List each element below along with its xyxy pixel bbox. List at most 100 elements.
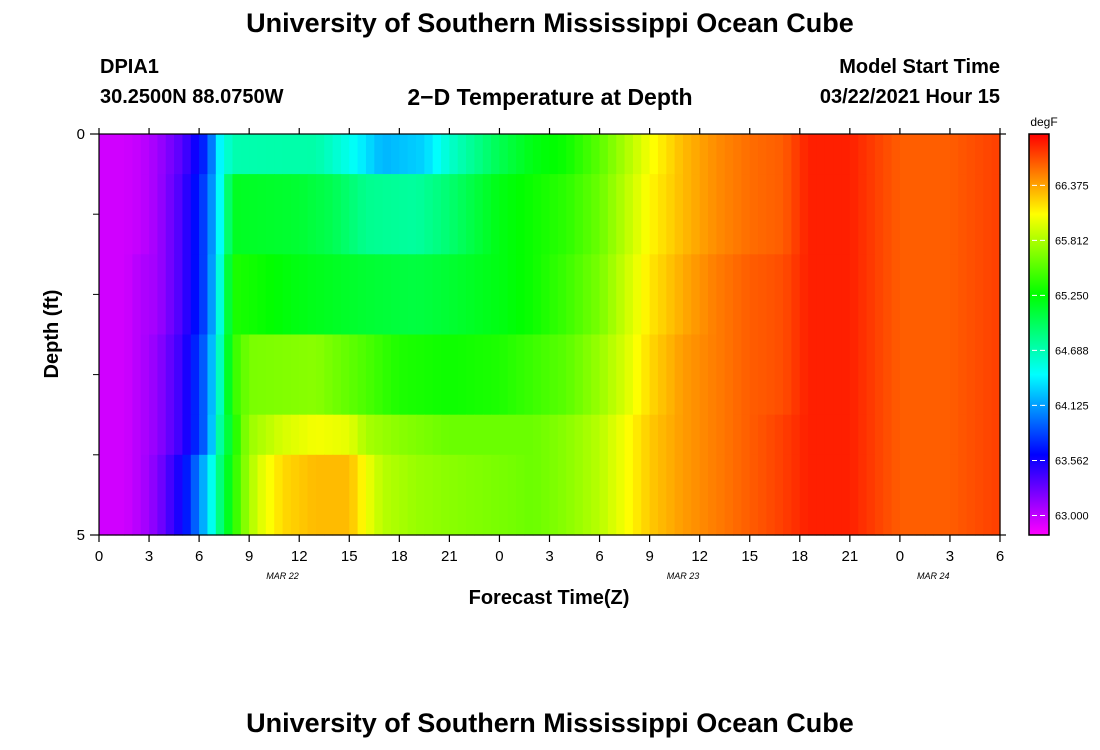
heatmap-cell <box>866 254 876 336</box>
heatmap-cell <box>390 334 400 416</box>
heatmap-cell <box>824 134 834 175</box>
heatmap-cell <box>315 174 325 255</box>
heatmap-cell <box>749 334 759 416</box>
heatmap-cell <box>274 454 284 536</box>
heatmap-cell <box>132 414 142 456</box>
colorbar-unit-label: degF <box>1030 115 1057 129</box>
heatmap-cell <box>282 254 292 336</box>
heatmap-cell <box>432 134 442 175</box>
x-tick-label: 18 <box>791 548 808 565</box>
heatmap-cell <box>624 454 634 536</box>
heatmap-cell <box>332 174 342 255</box>
heatmap-cell <box>416 414 425 456</box>
heatmap-cell <box>916 414 926 456</box>
heatmap-cell <box>249 334 259 416</box>
heatmap-cell <box>157 174 167 255</box>
heatmap-cell <box>507 174 517 255</box>
heatmap-cell <box>933 334 943 416</box>
heatmap-cell <box>866 414 876 456</box>
heatmap-cell <box>883 454 893 536</box>
heatmap-cell <box>666 134 676 175</box>
heatmap-cell <box>240 334 250 416</box>
heatmap-cell <box>307 174 317 255</box>
heatmap-cell <box>124 254 133 336</box>
heatmap-cell <box>174 454 184 536</box>
heatmap-cell <box>941 134 951 175</box>
heatmap-cell <box>199 414 209 456</box>
x-tick-label: 0 <box>95 548 103 565</box>
heatmap-cell <box>924 254 934 336</box>
heatmap-cell <box>691 414 701 456</box>
heatmap-cell <box>708 254 717 336</box>
heatmap-cell <box>733 414 742 456</box>
heatmap-cell <box>390 454 400 536</box>
heatmap-cell <box>482 454 492 536</box>
heatmap-cell <box>774 134 784 175</box>
heatmap-cell <box>232 334 242 416</box>
heatmap-cell <box>365 454 375 536</box>
heatmap-cell <box>507 134 517 175</box>
heatmap-cell <box>541 454 551 536</box>
heatmap-cell <box>107 454 117 536</box>
heatmap-cell <box>349 414 359 456</box>
heatmap-cell <box>716 134 726 175</box>
heatmap-cell <box>808 454 818 536</box>
heatmap-cell <box>382 254 392 336</box>
heatmap-cell <box>599 334 609 416</box>
heatmap-cell <box>507 334 517 416</box>
heatmap-cell <box>249 254 259 336</box>
heatmap-cell <box>933 174 943 255</box>
heatmap-cell <box>332 134 342 175</box>
heatmap-cell <box>883 334 893 416</box>
heatmap-cell <box>349 134 359 175</box>
heatmap-cell <box>416 454 425 536</box>
heatmap-cell <box>257 254 267 336</box>
heatmap-cell <box>124 414 133 456</box>
heatmap-cell <box>374 334 384 416</box>
heatmap-cell <box>549 454 559 536</box>
heatmap-cell <box>724 134 734 175</box>
heatmap-cell <box>908 174 918 255</box>
heatmap-cell <box>315 134 325 175</box>
heatmap-cell <box>416 334 425 416</box>
heatmap-cell <box>866 334 876 416</box>
heatmap-cell <box>766 454 776 536</box>
heatmap-cell <box>566 334 576 416</box>
heatmap-cell <box>240 454 250 536</box>
heatmap-cell <box>482 134 492 175</box>
heatmap-cell <box>908 254 918 336</box>
footer-title: University of Southern Mississippi Ocean… <box>246 708 854 738</box>
heatmap-cell <box>199 174 209 255</box>
heatmap-cell <box>649 454 659 536</box>
heatmap-cell <box>390 134 400 175</box>
heatmap-cell <box>374 254 384 336</box>
heatmap-cell <box>249 134 259 175</box>
heatmap-cell <box>591 414 601 456</box>
heatmap-cell <box>232 414 242 456</box>
heatmap-cell <box>783 414 793 456</box>
colorbar-tick-label: 66.375 <box>1055 180 1089 192</box>
heatmap-cell <box>582 334 592 416</box>
heatmap-cell <box>941 174 951 255</box>
heatmap-cell <box>457 174 467 255</box>
heatmap-cell <box>174 174 184 255</box>
heatmap-cell <box>766 174 776 255</box>
heatmap-cell <box>824 334 834 416</box>
heatmap-cell <box>466 174 476 255</box>
heatmap-cell <box>190 174 200 255</box>
heatmap-cell <box>482 334 492 416</box>
heatmap-cell <box>574 414 584 456</box>
heatmap-cell <box>799 454 809 536</box>
heatmap-cell <box>841 254 851 336</box>
station-id: DPIA1 <box>100 56 159 78</box>
heatmap-cell <box>591 254 601 336</box>
heatmap-cell <box>574 454 584 536</box>
heatmap-cell <box>916 134 926 175</box>
heatmap-cell <box>749 134 759 175</box>
heatmap-cell <box>607 454 617 536</box>
heatmap-cell <box>482 414 492 456</box>
heatmap-cell <box>849 414 859 456</box>
heatmap-cell <box>649 334 659 416</box>
heatmap-cell <box>899 334 909 416</box>
heatmap-cell <box>983 254 993 336</box>
